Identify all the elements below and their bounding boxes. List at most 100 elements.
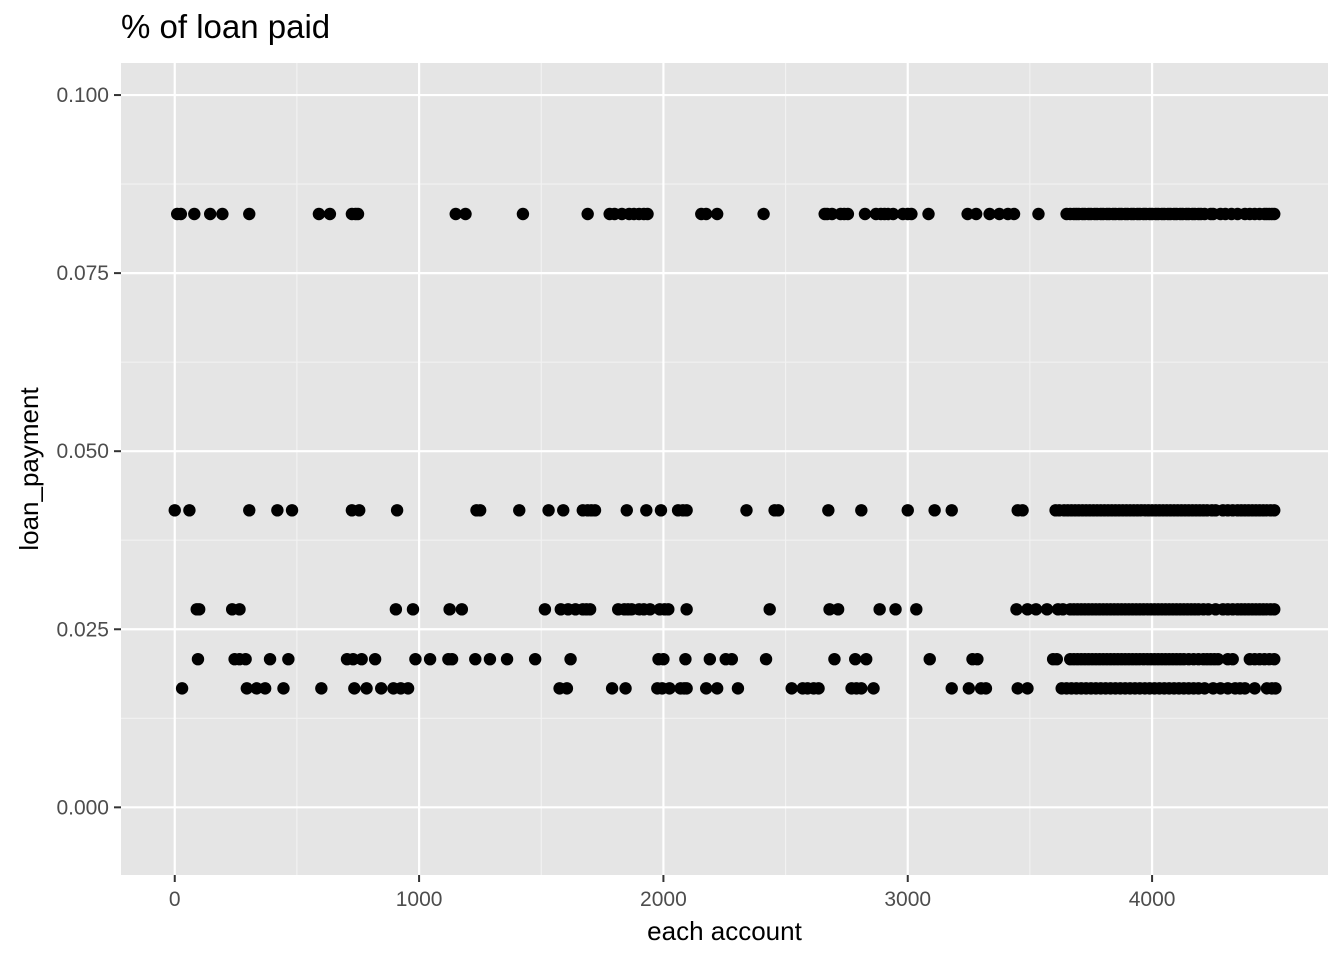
data-point [825,207,839,221]
data-point [740,504,753,517]
data-point [823,603,836,616]
data-point [233,603,246,616]
data-point [175,682,189,695]
data-point [886,207,900,221]
data-point [1211,652,1225,666]
data-points [168,207,1282,695]
data-point [1021,603,1034,616]
data-point [969,207,983,221]
data-point [922,207,935,221]
plot-panel [121,63,1328,875]
x-tick-label: 2000 [640,888,687,911]
data-point [679,652,692,666]
data-point [945,682,958,695]
data-point [542,504,555,517]
data-point [516,207,530,221]
data-point [282,652,295,666]
data-point [1268,652,1281,666]
data-point [351,207,365,221]
data-point [239,652,252,666]
x-tick-label: 4000 [1129,888,1176,911]
x-tick-label: 3000 [884,888,931,911]
data-point [855,504,868,517]
data-point [961,207,974,221]
y-axis: 0.000 0.025 0.050 0.075 0.100 [56,84,121,819]
data-point [841,207,855,221]
x-tick-label: 0 [169,888,181,911]
x-axis: 0 1000 2000 3000 4000 [169,875,1176,911]
data-point [979,682,993,695]
data-point [759,652,773,666]
data-point [640,504,653,517]
y-tick-label: 0.000 [56,796,109,819]
data-point [1269,682,1282,695]
data-point [1011,682,1024,695]
data-point [560,682,574,695]
data-point [500,652,514,666]
data-point [663,682,676,695]
data-point [473,504,487,517]
data-point [353,504,366,517]
data-point [699,207,713,221]
data-point [455,603,469,616]
data-point [423,652,437,666]
data-point [168,504,181,517]
data-point [923,652,936,666]
data-point [710,207,724,221]
data-point [1040,603,1054,616]
data-point [1268,603,1281,616]
data-point [905,207,918,221]
data-point [346,652,360,666]
y-tick-label: 0.050 [56,440,109,463]
data-point [855,682,868,695]
data-point [243,207,256,221]
y-tick-label: 0.075 [56,262,109,285]
data-point [513,504,526,517]
data-point [449,207,462,221]
data-point [1198,682,1211,695]
data-point [680,682,693,695]
data-point [763,603,776,616]
x-axis-title: each account [647,916,802,946]
data-point [1021,682,1034,695]
data-point [680,603,693,616]
data-point [1050,652,1063,666]
data-point [928,504,941,517]
data-point [174,207,188,221]
data-point [583,603,597,616]
data-point [849,652,862,666]
data-point [657,652,670,666]
data-point [389,603,403,616]
data-point [860,652,873,666]
data-point [1238,682,1252,695]
data-point [538,603,552,616]
data-point [605,682,619,695]
data-point [285,504,299,517]
data-point [183,504,196,517]
data-point [203,207,217,221]
data-point [443,603,456,616]
data-point [619,682,632,695]
y-axis-title: loan_payment [14,387,44,551]
data-point [445,652,459,666]
data-point [469,652,482,666]
data-point [828,652,841,666]
data-point [831,603,845,616]
data-point [191,652,205,666]
data-point [315,682,328,695]
data-point [910,603,923,616]
data-point [348,682,361,695]
data-point [368,652,382,666]
data-point [355,652,368,666]
data-point [654,504,668,517]
data-point [971,652,984,666]
data-point [188,207,201,221]
data-point [243,504,256,517]
data-point [557,504,570,517]
data-point [641,207,654,221]
data-point [401,682,415,695]
data-point [459,207,472,221]
major-gridlines [121,63,1328,875]
data-point [250,682,263,695]
